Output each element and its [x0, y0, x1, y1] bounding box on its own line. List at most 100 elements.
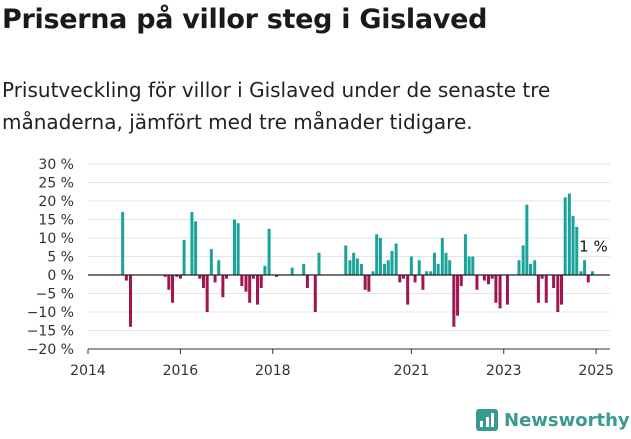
labels: 30 % 25 % 20 % 15 % 10 % 5 % 0 % −5 % −10 % −15 %… [27, 157, 614, 379]
bar [444, 252, 448, 275]
bar [371, 271, 375, 275]
bar [579, 271, 583, 275]
bar [378, 238, 382, 275]
bar [232, 219, 236, 275]
bar [171, 275, 175, 303]
bar [217, 260, 221, 275]
bar [178, 275, 182, 279]
bar [167, 275, 171, 290]
bar [290, 267, 294, 275]
y-tick-label: 15 % [38, 213, 74, 229]
y-tick-label: 10 % [38, 231, 74, 247]
bar [540, 275, 544, 279]
bar [251, 275, 255, 279]
bar [190, 212, 194, 275]
bar [317, 252, 321, 275]
bar [571, 215, 575, 275]
y-tick-label: −5 % [36, 287, 74, 303]
bar [432, 252, 436, 275]
bar [413, 275, 417, 283]
y-tick-label: 25 % [38, 176, 74, 192]
bar [302, 263, 306, 275]
bar [313, 275, 317, 312]
bar [482, 275, 486, 281]
bar [352, 252, 356, 275]
bar [121, 212, 125, 275]
bar [487, 275, 491, 285]
bar-chart-icon [476, 409, 498, 431]
bar [402, 275, 406, 279]
bar [213, 275, 217, 283]
bar [575, 226, 579, 275]
annotation-label: 1 % [579, 237, 608, 255]
bar [440, 238, 444, 275]
bar [263, 265, 267, 275]
bar [505, 275, 509, 305]
x-tick-label: 2018 [255, 363, 291, 379]
bar [456, 275, 460, 316]
bar [417, 260, 421, 275]
chart-subtitle: Prisutveckling för villor i Gislaved und… [2, 78, 551, 134]
y-tick-label: 20 % [38, 194, 74, 210]
bar [498, 275, 502, 309]
bar [583, 260, 587, 275]
y-tick-label: −15 % [27, 324, 74, 340]
bar [344, 245, 348, 275]
bar [182, 239, 186, 275]
bar [398, 275, 402, 283]
bar [240, 275, 244, 287]
bar [225, 275, 229, 279]
bar [452, 275, 456, 327]
bar [359, 263, 363, 275]
x-tick-label: 2021 [394, 363, 430, 379]
bar [221, 275, 225, 298]
y-tick-label: −10 % [27, 305, 74, 321]
bar [529, 263, 533, 275]
bar [175, 275, 179, 277]
bar [556, 275, 560, 312]
bar [525, 204, 529, 275]
bar [406, 275, 410, 305]
bar [383, 263, 387, 275]
y-tick-label: 5 % [47, 250, 74, 266]
bar [448, 260, 452, 275]
bar [586, 275, 590, 283]
newsworthy-logo: Newsworthy [476, 409, 630, 431]
bar [124, 275, 128, 281]
x-tick-label: 2025 [578, 363, 614, 379]
bar [559, 275, 563, 305]
bar [425, 271, 429, 275]
bar [236, 223, 240, 275]
bar [267, 228, 271, 275]
axes [87, 274, 610, 354]
bar [521, 245, 525, 275]
x-tick-label: 2023 [486, 363, 522, 379]
bar [386, 260, 390, 275]
bar [494, 275, 498, 303]
bar [567, 193, 571, 275]
bar [533, 260, 537, 275]
bar [471, 256, 475, 275]
bar [274, 275, 278, 277]
y-tick-label: −20 % [27, 342, 74, 358]
bar [348, 260, 352, 275]
bar [256, 275, 260, 305]
bar [552, 275, 556, 288]
y-tick-label: 0 % [47, 268, 74, 284]
bar [490, 275, 494, 279]
bar [563, 197, 567, 275]
bar [390, 250, 394, 275]
bar [209, 249, 213, 275]
bar [259, 275, 263, 288]
x-tick-label: 2016 [163, 363, 199, 379]
bar [421, 275, 425, 290]
bar [128, 275, 132, 327]
bar [194, 221, 198, 275]
bar [305, 275, 309, 288]
bar [367, 275, 371, 292]
y-tick-label: 30 % [38, 157, 74, 173]
bar [463, 234, 467, 275]
bar [436, 263, 440, 275]
x-tick-label: 2014 [70, 363, 106, 379]
bar [163, 275, 167, 277]
